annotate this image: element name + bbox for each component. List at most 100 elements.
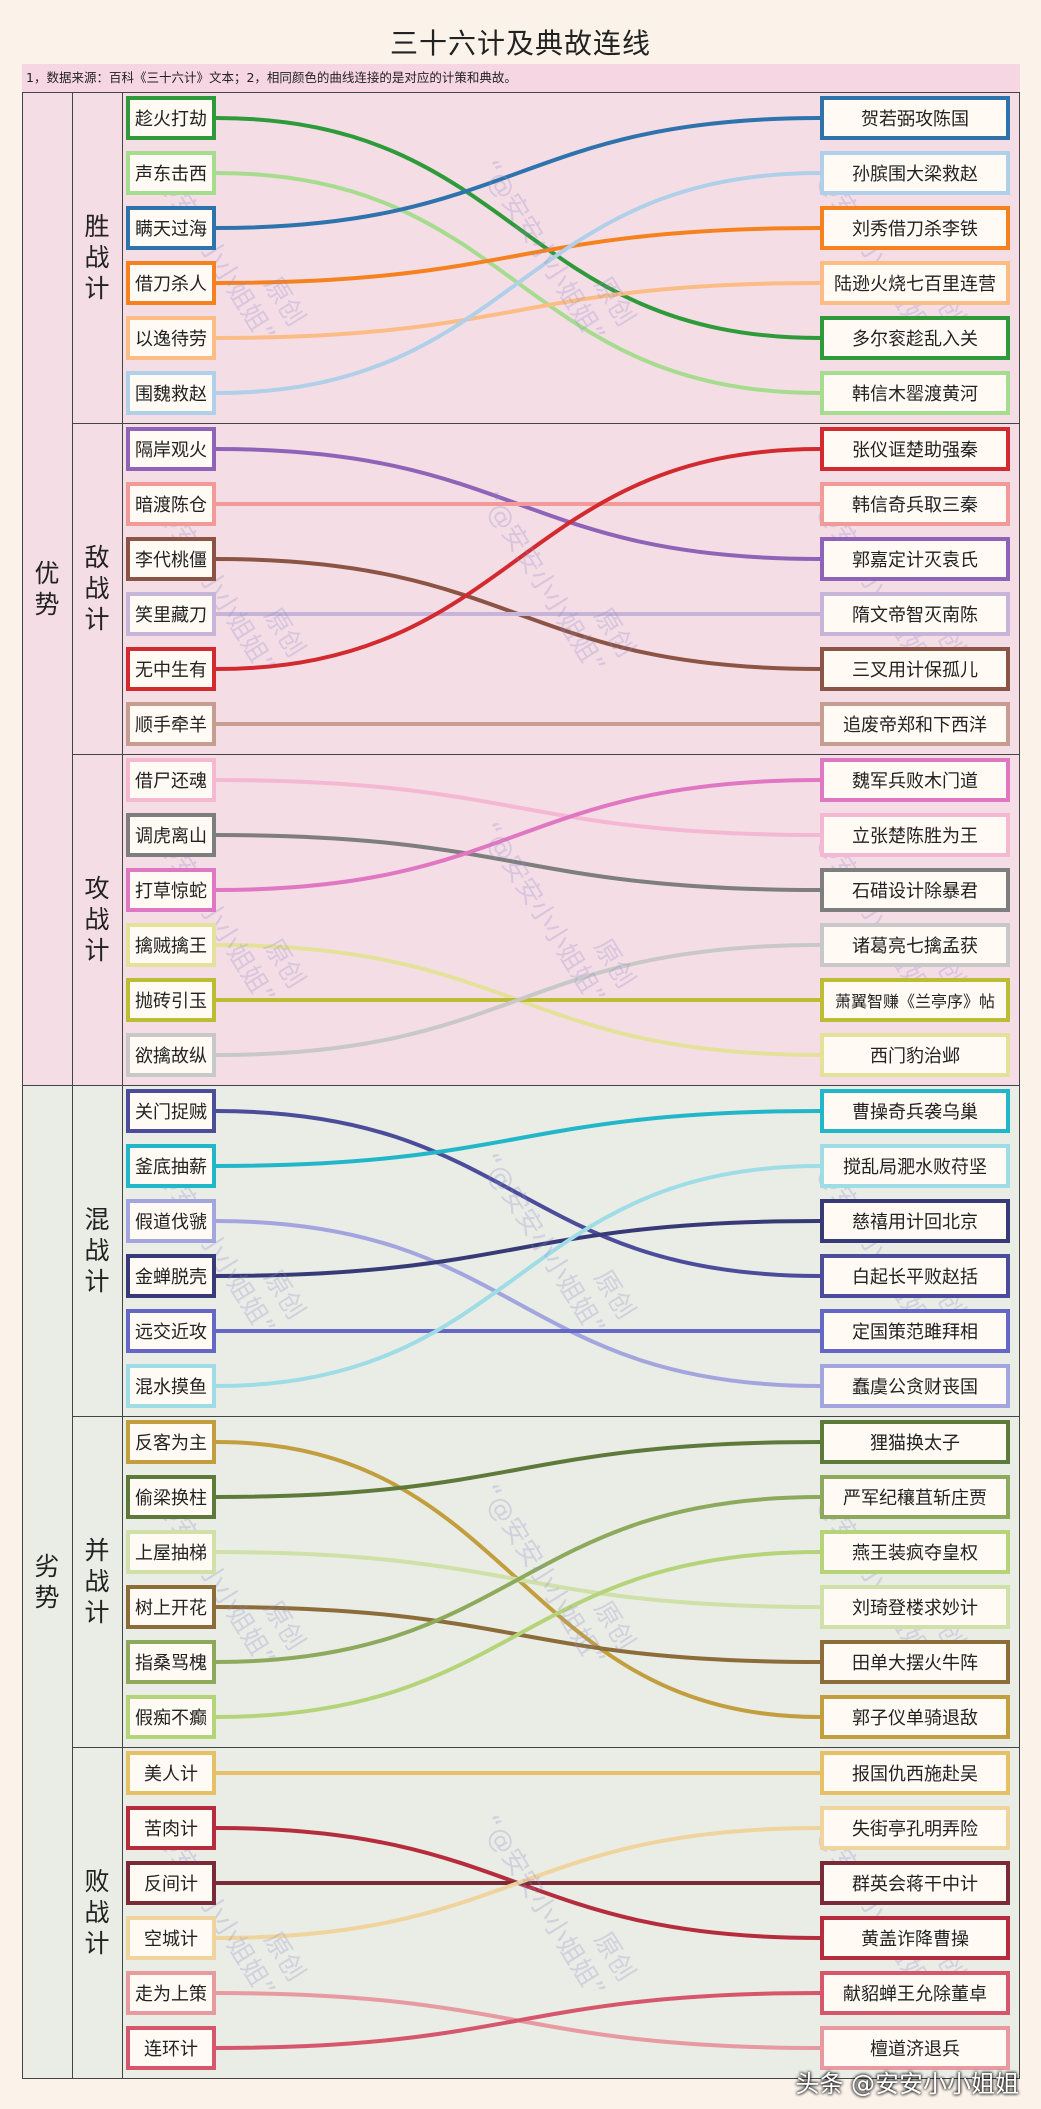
strategy-box: 趁火打劫 — [126, 96, 216, 140]
link-curve — [215, 226, 821, 285]
group-band — [23, 92, 1019, 1085]
link-curve — [215, 1991, 821, 2050]
divider-line — [72, 754, 1019, 755]
source-note: 1，数据来源：百科《三十六计》文本；2，相同颜色的曲线连接的是对应的计策和典故。 — [22, 64, 1020, 92]
strategy-box: 关门捉贼 — [126, 1089, 216, 1133]
divider-line — [72, 423, 1019, 424]
strategy-box: 釜底抽薪 — [126, 1144, 216, 1188]
strategy-box: 以逸待劳 — [126, 316, 216, 360]
story-box: 狸猫换太子 — [820, 1420, 1010, 1464]
story-box: 三叉用计保孤儿 — [820, 647, 1010, 691]
strategy-box: 假痴不癫 — [126, 1695, 216, 1739]
link-curve — [215, 833, 821, 892]
link-curve — [215, 778, 821, 837]
section-label: 攻战计 — [84, 873, 110, 965]
story-box: 献貂蝉王允除董卓 — [820, 1971, 1010, 2015]
story-box: 韩信奇兵取三秦 — [820, 482, 1010, 526]
story-box: 追废帝郑和下西洋 — [820, 702, 1010, 746]
strategy-box: 欲擒故纵 — [126, 1033, 216, 1077]
link-curve — [215, 447, 821, 671]
strategy-box: 声东击西 — [126, 151, 216, 195]
story-box: 报国仇西施赴吴 — [820, 1751, 1010, 1795]
story-box: 曹操奇兵袭乌巢 — [820, 1089, 1010, 1133]
strategy-box: 远交近攻 — [126, 1309, 216, 1353]
strategy-box: 暗渡陈仓 — [126, 482, 216, 526]
story-box: 刘秀借刀杀李铁 — [820, 206, 1010, 250]
link-curve — [215, 1219, 821, 1388]
strategy-box: 擒贼擒王 — [126, 923, 216, 967]
link-curve — [215, 943, 821, 1057]
divider-line — [22, 2078, 1020, 2079]
link-curve — [215, 1440, 821, 1499]
story-box: 张仪诓楚助强秦 — [820, 427, 1010, 471]
story-box: 蠢虞公贪财丧国 — [820, 1364, 1010, 1408]
strategy-box: 打草惊蛇 — [126, 868, 216, 912]
strategy-box: 隔岸观火 — [126, 427, 216, 471]
link-curve — [215, 171, 821, 395]
story-box: 定国策范雎拜相 — [820, 1309, 1010, 1353]
story-box: 搅乱局淝水败苻坚 — [820, 1144, 1010, 1188]
story-box: 韩信木罂渡黄河 — [820, 371, 1010, 415]
section-label: 敌战计 — [84, 542, 110, 634]
strategy-box: 借刀杀人 — [126, 261, 216, 305]
link-curve — [215, 116, 821, 340]
strategy-box: 偷梁换柱 — [126, 1475, 216, 1519]
divider-line — [22, 1085, 1020, 1086]
story-box: 檀道济退兵 — [820, 2026, 1010, 2070]
link-curve — [215, 1219, 821, 1278]
link-curve — [215, 1109, 821, 1168]
story-box: 慈禧用计回北京 — [820, 1199, 1010, 1243]
story-box: 黄盖诈降曹操 — [820, 1916, 1010, 1960]
divider-line — [72, 1416, 1019, 1417]
credit-text: 头条 @安安小小姐姐 — [795, 2070, 1019, 2098]
story-box: 群英会蒋干中计 — [820, 1861, 1010, 1905]
story-box: 严军纪穰苴斩庄贾 — [820, 1475, 1010, 1519]
story-box: 诸葛亮七擒孟获 — [820, 923, 1010, 967]
story-box: 石碏设计除暴君 — [820, 868, 1010, 912]
strategy-box: 走为上策 — [126, 1971, 216, 2015]
link-curve — [215, 1164, 821, 1388]
strategy-box: 连环计 — [126, 2026, 216, 2070]
section-label: 胜战计 — [84, 211, 110, 303]
story-box: 田单大摆火牛阵 — [820, 1640, 1010, 1684]
strategy-box: 李代桃僵 — [126, 537, 216, 581]
strategy-box: 苦肉计 — [126, 1806, 216, 1850]
strategy-box: 指桑骂槐 — [126, 1640, 216, 1684]
story-box: 萧翼智赚《兰亭序》帖 — [820, 978, 1010, 1022]
divider-line — [22, 92, 1020, 93]
strategy-box: 瞒天过海 — [126, 206, 216, 250]
section-label: 混战计 — [84, 1204, 110, 1296]
group-label: 优势 — [34, 558, 60, 619]
strategy-box: 反客为主 — [126, 1420, 216, 1464]
strategy-box: 上屋抽梯 — [126, 1530, 216, 1574]
section-label: 败战计 — [84, 1866, 110, 1958]
link-curve — [215, 778, 821, 892]
story-box: 隋文帝智灭南陈 — [820, 592, 1010, 636]
story-box: 陆逊火烧七百里连营 — [820, 261, 1010, 305]
link-curve — [215, 116, 821, 230]
strategy-box: 无中生有 — [126, 647, 216, 691]
link-curve — [215, 281, 821, 340]
link-curve — [215, 1826, 821, 1940]
strategy-box: 空城计 — [126, 1916, 216, 1960]
story-box: 立张楚陈胜为王 — [820, 813, 1010, 857]
strategy-box: 调虎离山 — [126, 813, 216, 857]
strategy-box: 假道伐虢 — [126, 1199, 216, 1243]
story-box: 贺若弼攻陈国 — [820, 96, 1010, 140]
story-box: 郭嘉定计灭袁氏 — [820, 537, 1010, 581]
link-curve — [215, 1550, 821, 1719]
strategy-box: 美人计 — [126, 1751, 216, 1795]
strategy-box: 树上开花 — [126, 1585, 216, 1629]
story-box: 白起长平败赵括 — [820, 1254, 1010, 1298]
strategy-box: 笑里藏刀 — [126, 592, 216, 636]
story-box: 孙膑围大梁救赵 — [820, 151, 1010, 195]
group-label: 劣势 — [34, 1551, 60, 1612]
strategy-box: 围魏救赵 — [126, 371, 216, 415]
story-box: 刘琦登楼求妙计 — [820, 1585, 1010, 1629]
link-curve — [215, 1495, 821, 1664]
story-box: 郭子仪单骑退敌 — [820, 1695, 1010, 1739]
section-label: 并战计 — [84, 1535, 110, 1627]
chart-title: 三十六计及典故连线 — [389, 27, 651, 60]
divider-line — [72, 1747, 1019, 1748]
